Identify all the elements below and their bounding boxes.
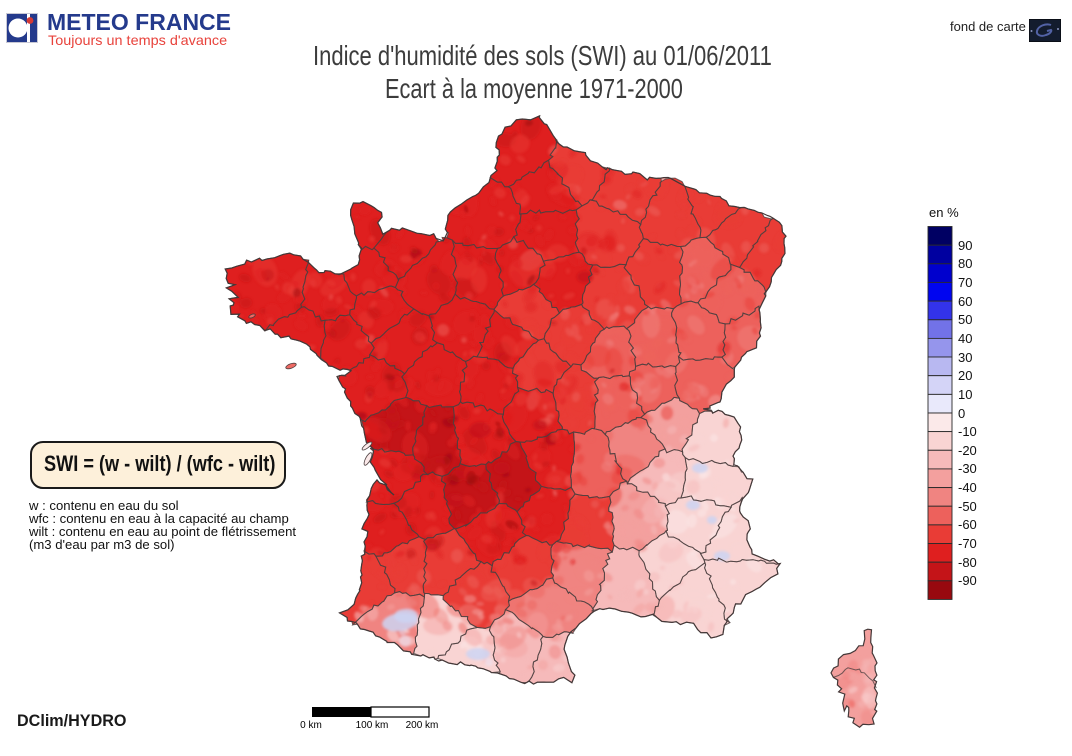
svg-text:100 km: 100 km: [356, 720, 389, 731]
svg-text:0 km: 0 km: [300, 720, 322, 731]
svg-text:200 km: 200 km: [406, 720, 439, 731]
